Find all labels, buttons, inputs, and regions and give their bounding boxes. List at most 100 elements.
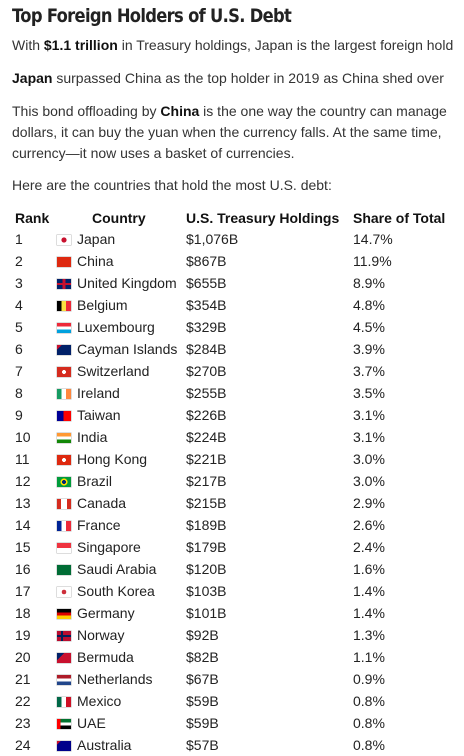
table-body: 1 Japan $1,076B 14.7% 2 China $867B 11.9% 3 Unite… [11,228,445,756]
table-cell: 0.8% [353,693,385,709]
table-cell: $120B [186,561,227,577]
table-cell: Netherlands [57,668,186,690]
table-cell: $215B [186,495,227,511]
country-name: Germany [77,605,135,621]
paragraph: Japan surpassed China as the top holder … [12,70,444,86]
paragraph: Here are the countries that hold the mos… [12,177,332,193]
table-cell: $179B [186,539,227,555]
flag-icon [57,389,71,399]
paragraph: With $1.1 trillion in Treasury holdings,… [12,37,453,53]
table-cell: 3.9% [353,341,385,357]
table-cell: Bermuda [57,646,186,668]
table-row: 5 Luxembourg $329B 4.5% [11,316,445,338]
table-row: 11 Hong Kong $221B 3.0% [11,448,445,470]
title: Top Foreign Holders of U.S. Debt [12,5,292,27]
text: Japan [12,70,53,86]
flag-icon [57,543,71,553]
table-cell: 21 [15,671,31,687]
table-cell: $354B [186,297,227,313]
table-cell: $59B [186,693,219,709]
table-cell: 20 [15,649,31,665]
text: $1.1 trillion [43,37,118,53]
column-header: Rank [15,209,50,226]
table-cell: $224B [186,429,227,445]
table-cell: 11 [15,451,30,467]
table-cell: 1.3% [353,627,385,643]
table-cell: 16 [15,561,31,577]
table-cell: Belgium [57,294,186,316]
table-row: 22 Mexico $59B 0.8% [11,690,445,712]
table-cell: 18 [15,605,31,621]
table-cell: 4 [15,297,23,313]
table-cell: Brazil [57,470,186,492]
country-name: Japan [77,231,116,247]
flag-icon [57,697,71,707]
country-name: Australia [77,737,132,753]
table-row: 8 Ireland $255B 3.5% [11,382,445,404]
flag-icon [57,675,71,685]
flag-icon [57,653,71,663]
text: This bond offloading by [12,103,161,119]
table-cell: 19 [15,627,31,643]
country-name: Ireland [77,385,120,401]
table-cell: Germany [57,602,186,624]
header-row: Rank Country U.S. Treasury Holdings Share o… [11,207,445,228]
country-name: Belgium [77,297,128,313]
table-cell: Norway [57,624,186,646]
table-cell: 8 [15,385,23,401]
table-row: 18 Germany $101B 1.4% [11,602,445,624]
table-row: 17 South Korea $103B 1.4% [11,580,445,602]
column-header: Share of Total [353,209,446,226]
flag-icon [57,279,71,289]
table-cell: 0.8% [353,737,385,753]
table-cell: 1.4% [353,605,385,621]
table-cell: $57B [186,737,219,753]
country-name: Brazil [77,473,113,489]
table-cell: India [57,426,186,448]
table-cell: China [57,250,186,272]
table-cell: 11.9% [353,253,392,269]
table-cell: $92B [186,627,219,643]
table-cell: $329B [186,319,227,335]
table-cell: 24 [15,737,31,753]
table-row: 10 India $224B 3.1% [11,426,445,448]
table-cell: 0.9% [353,671,385,687]
flag-icon [57,499,71,509]
table-cell: 2.9% [353,495,385,511]
flag-icon [57,719,71,729]
flag-icon [57,301,71,311]
text: in Treasury holdings, Japan is the large… [117,37,454,53]
text: With [12,37,44,53]
table-cell: 3.1% [353,429,385,445]
text: surpassed China as the top holder in 201… [52,70,444,86]
table-row: 19 Norway $92B 1.3% [11,624,445,646]
table-row: 6 Cayman Islands $284B 3.9% [11,338,445,360]
table-cell: 2.6% [353,517,385,533]
table-cell: 5 [15,319,23,335]
country-name: Switzerland [77,363,150,379]
table-cell: $284B [186,341,227,357]
flag-icon [57,609,71,619]
country-name: India [77,429,108,445]
table-cell: Mexico [57,690,186,712]
table-row: 7 Switzerland $270B 3.7% [11,360,445,382]
table-cell: 14.7% [353,231,393,247]
table-cell: $59B [186,715,219,731]
text: China [160,103,200,119]
table-cell: $270B [186,363,227,379]
flag-icon [57,455,71,465]
column-header: Country [92,209,146,226]
country-name: Luxembourg [77,319,155,335]
table-cell: $867B [186,253,227,269]
table-row: 21 Netherlands $67B 0.9% [11,668,445,690]
table-cell: 7 [15,363,23,379]
flag-icon [57,257,71,267]
table-cell: Australia [57,734,186,756]
table-cell: 9 [15,407,23,423]
country-name: China [77,253,114,269]
table-cell: $255B [186,385,227,401]
table-cell: Saudi Arabia [57,558,186,580]
table-cell: 17 [15,583,31,599]
country-name: UAE [77,715,106,731]
